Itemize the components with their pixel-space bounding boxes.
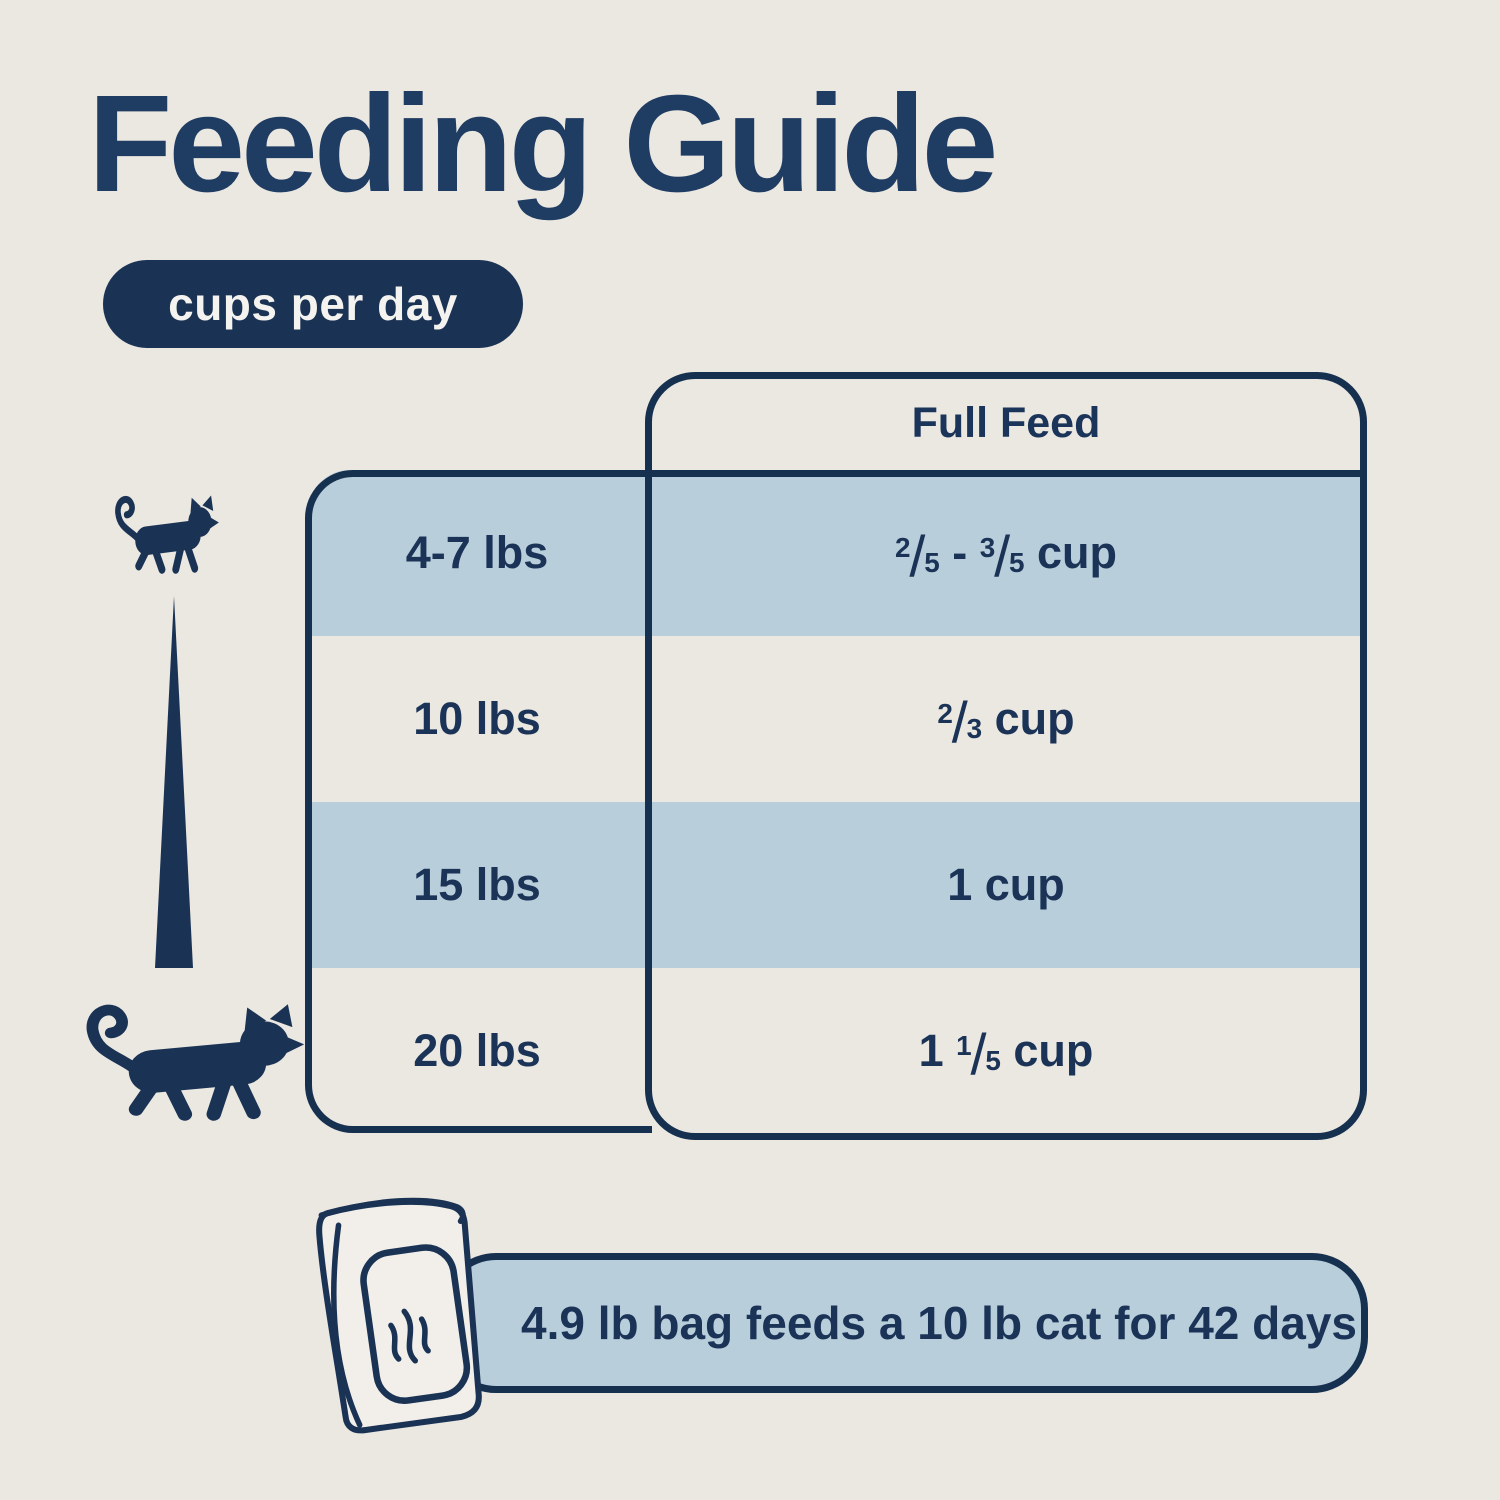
page-title: Feeding Guide [88,67,998,221]
weight-cell: 20 lbs [413,1025,541,1076]
unit-badge-label: cups per day [168,278,458,330]
bag-feeds-note-text: 4.9 lb bag feeds a 10 lb cat for 42 days [520,1297,1358,1349]
row-bands [308,470,1360,1134]
row-band [308,802,1360,968]
weight-cell: 4-7 lbs [405,527,549,578]
size-scale-triangle [155,596,193,968]
feed-cell: 1 cup [947,859,1065,910]
unit-badge: cups per day [103,260,523,348]
column-header: Full Feed [911,398,1101,447]
small-cat-icon [115,495,219,574]
food-bag-icon [316,1197,482,1434]
header-divider-line [645,470,1367,477]
large-cat-icon [86,1004,305,1121]
weight-cell: 15 lbs [413,859,541,910]
weight-cells: 4-7 lbs 10 lbs 15 lbs 20 lbs [309,470,645,1134]
feed-cells: 2/5 - 3/5 cup 2/3 cup 1 cup 1 1/5 cup [652,470,1360,1134]
bag-feeds-note: 4.9 lb bag feeds a 10 lb cat for 42 days [440,1253,1368,1393]
feed-cell: 2/5 - 3/5 cup [894,524,1118,589]
weight-cell: 10 lbs [413,693,541,744]
row-band [308,470,1360,636]
weight-column-outline [305,470,652,1133]
full-feed-column-outline [645,372,1367,1140]
feed-cell: 1 1/5 cup [918,1022,1094,1087]
feed-cell: 2/3 cup [937,690,1075,755]
